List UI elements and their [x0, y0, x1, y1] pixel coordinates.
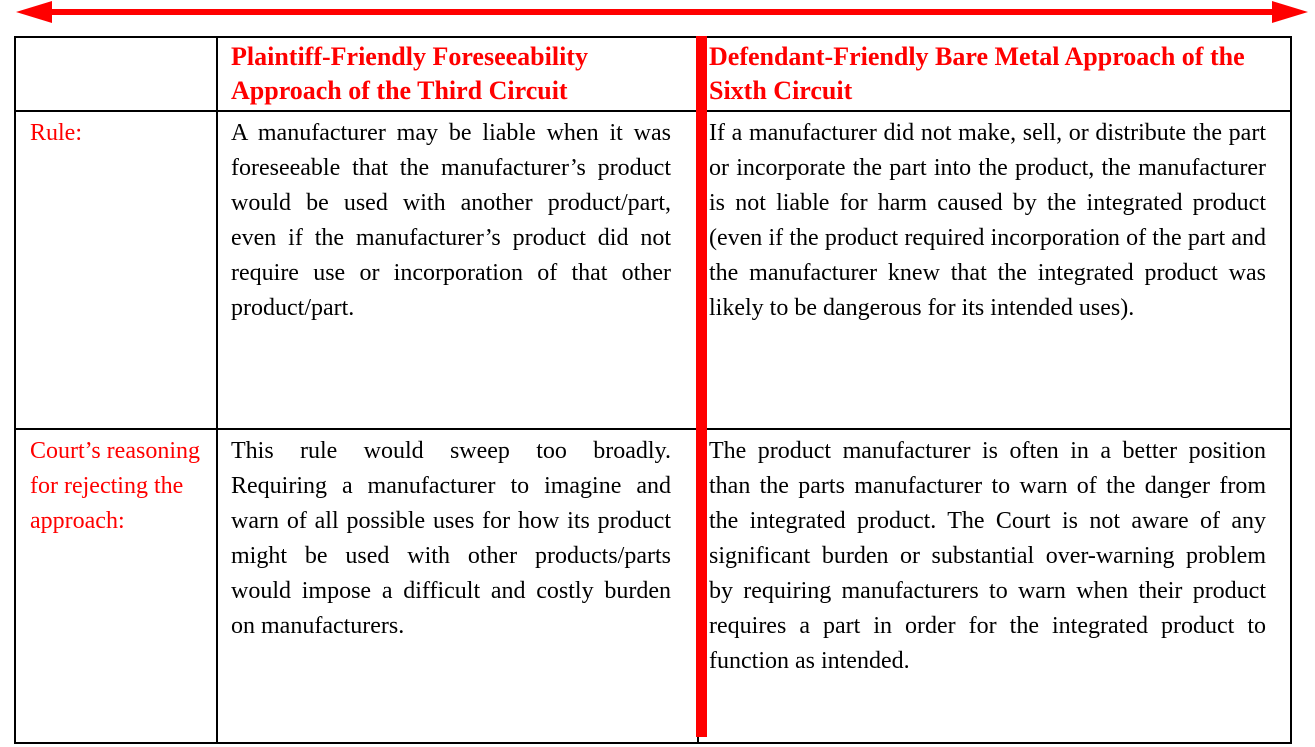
header-empty-cell — [14, 36, 218, 112]
double-headed-arrow — [16, 1, 1308, 23]
header-third-circuit: Plaintiff-Friendly Foreseeability Approa… — [216, 36, 699, 112]
reasoning-third-circuit-text: This rule would sweep too broadly. Requi… — [216, 428, 699, 744]
arrow-shaft — [38, 9, 1286, 15]
red-column-divider — [696, 36, 707, 737]
row-label-reasoning: Court’s reasoning for rejecting the appr… — [14, 428, 218, 744]
arrow-left-head-icon — [16, 1, 52, 23]
circuit-comparison-table: Plaintiff-Friendly Foreseeability Approa… — [14, 36, 1292, 744]
reasoning-sixth-circuit-text: The product manufacturer is often in a b… — [697, 428, 1292, 744]
row-label-rule: Rule: — [14, 110, 218, 430]
header-row: Plaintiff-Friendly Foreseeability Approa… — [14, 36, 1292, 112]
table-row-rule: Rule: A manufacturer may be liable when … — [14, 110, 1292, 430]
rule-third-circuit-text: A manufacturer may be liable when it was… — [216, 110, 699, 430]
header-sixth-circuit: Defendant-Friendly Bare Metal Approach o… — [697, 36, 1292, 112]
rule-sixth-circuit-text: If a manufacturer did not make, sell, or… — [697, 110, 1292, 430]
table-row-reasoning: Court’s reasoning for rejecting the appr… — [14, 428, 1292, 744]
arrow-right-head-icon — [1272, 1, 1308, 23]
